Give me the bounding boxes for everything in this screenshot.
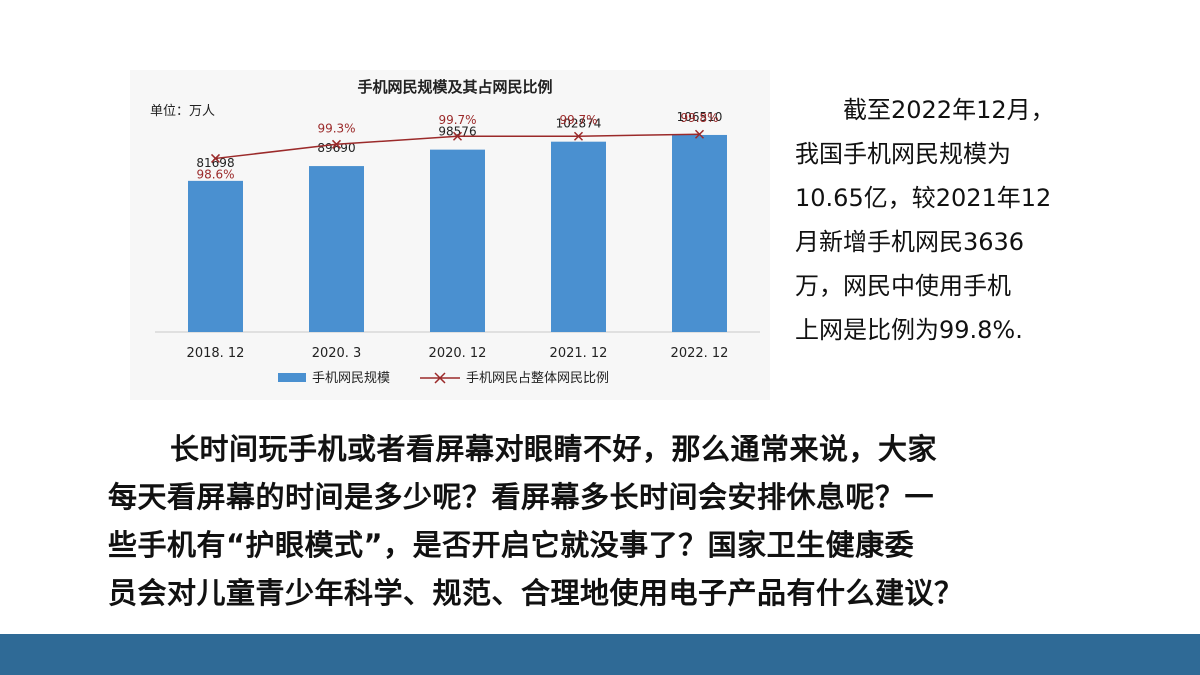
summary-line: 月新增手机网民3636 — [795, 228, 1025, 256]
summary-line: 我国手机网民规模为 — [795, 140, 1011, 168]
paragraph-line: 员会对儿童青少年科学、规范、合理地使用电子产品有什么建议？ — [108, 576, 964, 610]
bar-value-label: 106510 — [677, 110, 723, 124]
ticks-layer: 2018. 12 2020. 3 2020. 12 2021. 12 2022. 12 — [187, 346, 729, 361]
bar-value-label: 81698 — [196, 156, 234, 170]
line-value-label: 99.3% — [317, 121, 355, 135]
line-point — [210, 153, 221, 163]
legend-bar-label: 手机网民规模 — [312, 371, 390, 386]
question-paragraph: 长时间玩手机或者看屏幕对眼睛不好，那么通常来说，大家 每天看屏幕的时间是多少呢？… — [108, 425, 1108, 617]
line-value-label: 98.6% — [196, 167, 234, 181]
x-tick-label: 2018. 12 — [187, 346, 245, 361]
footer-bar — [0, 634, 1200, 675]
legend-bar-swatch — [278, 373, 306, 382]
bars-layer: 81698 89690 98576 102874 106510 — [188, 110, 727, 332]
x-tick-label: 2020. 12 — [429, 346, 487, 361]
line-point — [331, 139, 342, 149]
x-tick-label: 2022. 12 — [671, 346, 729, 361]
line-point-stroke — [694, 129, 705, 139]
legend-line-label: 手机网民占整体网民比例 — [466, 371, 609, 386]
summary-line: 截至2022年12月， — [843, 96, 1055, 124]
bar-value-label: 98576 — [438, 125, 476, 139]
line-point — [452, 131, 463, 141]
bar — [430, 149, 485, 332]
summary-line: 上网是比例为99.8%. — [795, 316, 1023, 344]
chart-title: 手机网民规模及其占网民比例 — [357, 78, 552, 96]
x-tick-label: 2020. 3 — [312, 346, 362, 361]
line-layer: 98.6% 99.3% 99.7% 99.7% 99.8% — [196, 111, 718, 181]
line-point-stroke — [331, 139, 342, 149]
line-point-stroke — [573, 131, 584, 141]
bar — [672, 134, 727, 332]
legend: 手机网民规模 手机网民占整体网民比例 — [278, 371, 609, 386]
unit-label: 单位：万人 — [150, 104, 215, 119]
paragraph-line: 每天看屏幕的时间是多少呢？看屏幕多长时间会安排休息呢？一 — [108, 480, 935, 514]
summary-line: 万，网民中使用手机 — [795, 272, 1011, 300]
x-tick-label: 2021. 12 — [550, 346, 608, 361]
summary-text: 截至2022年12月， 我国手机网民规模为 10.65亿，较2021年12 月新… — [795, 88, 1085, 352]
paragraph-line: 长时间玩手机或者看屏幕对眼睛不好，那么通常来说，大家 — [170, 432, 938, 466]
line-value-label: 99.8% — [680, 111, 718, 125]
bar-value-label: 89690 — [317, 141, 355, 155]
line-point-stroke — [452, 131, 463, 141]
line-point-stroke — [210, 153, 221, 163]
line-value-label: 99.7% — [559, 113, 597, 127]
bar-value-label: 102874 — [556, 117, 602, 131]
bar — [309, 166, 364, 332]
legend-line-marker — [434, 372, 446, 384]
bar — [551, 141, 606, 332]
summary-line: 10.65亿，较2021年12 — [795, 184, 1052, 212]
line-point — [573, 131, 584, 141]
line-value-label: 99.7% — [438, 113, 476, 127]
line-point — [694, 129, 705, 139]
paragraph-line: 些手机有“护眼模式”，是否开启它就没事了？国家卫生健康委 — [108, 528, 915, 562]
chart-panel: 手机网民规模及其占网民比例 单位：万人 81698 89690 98576 10287… — [130, 70, 770, 400]
bar — [188, 180, 243, 332]
chart-svg: 手机网民规模及其占网民比例 单位：万人 81698 89690 98576 10287… — [150, 78, 760, 386]
